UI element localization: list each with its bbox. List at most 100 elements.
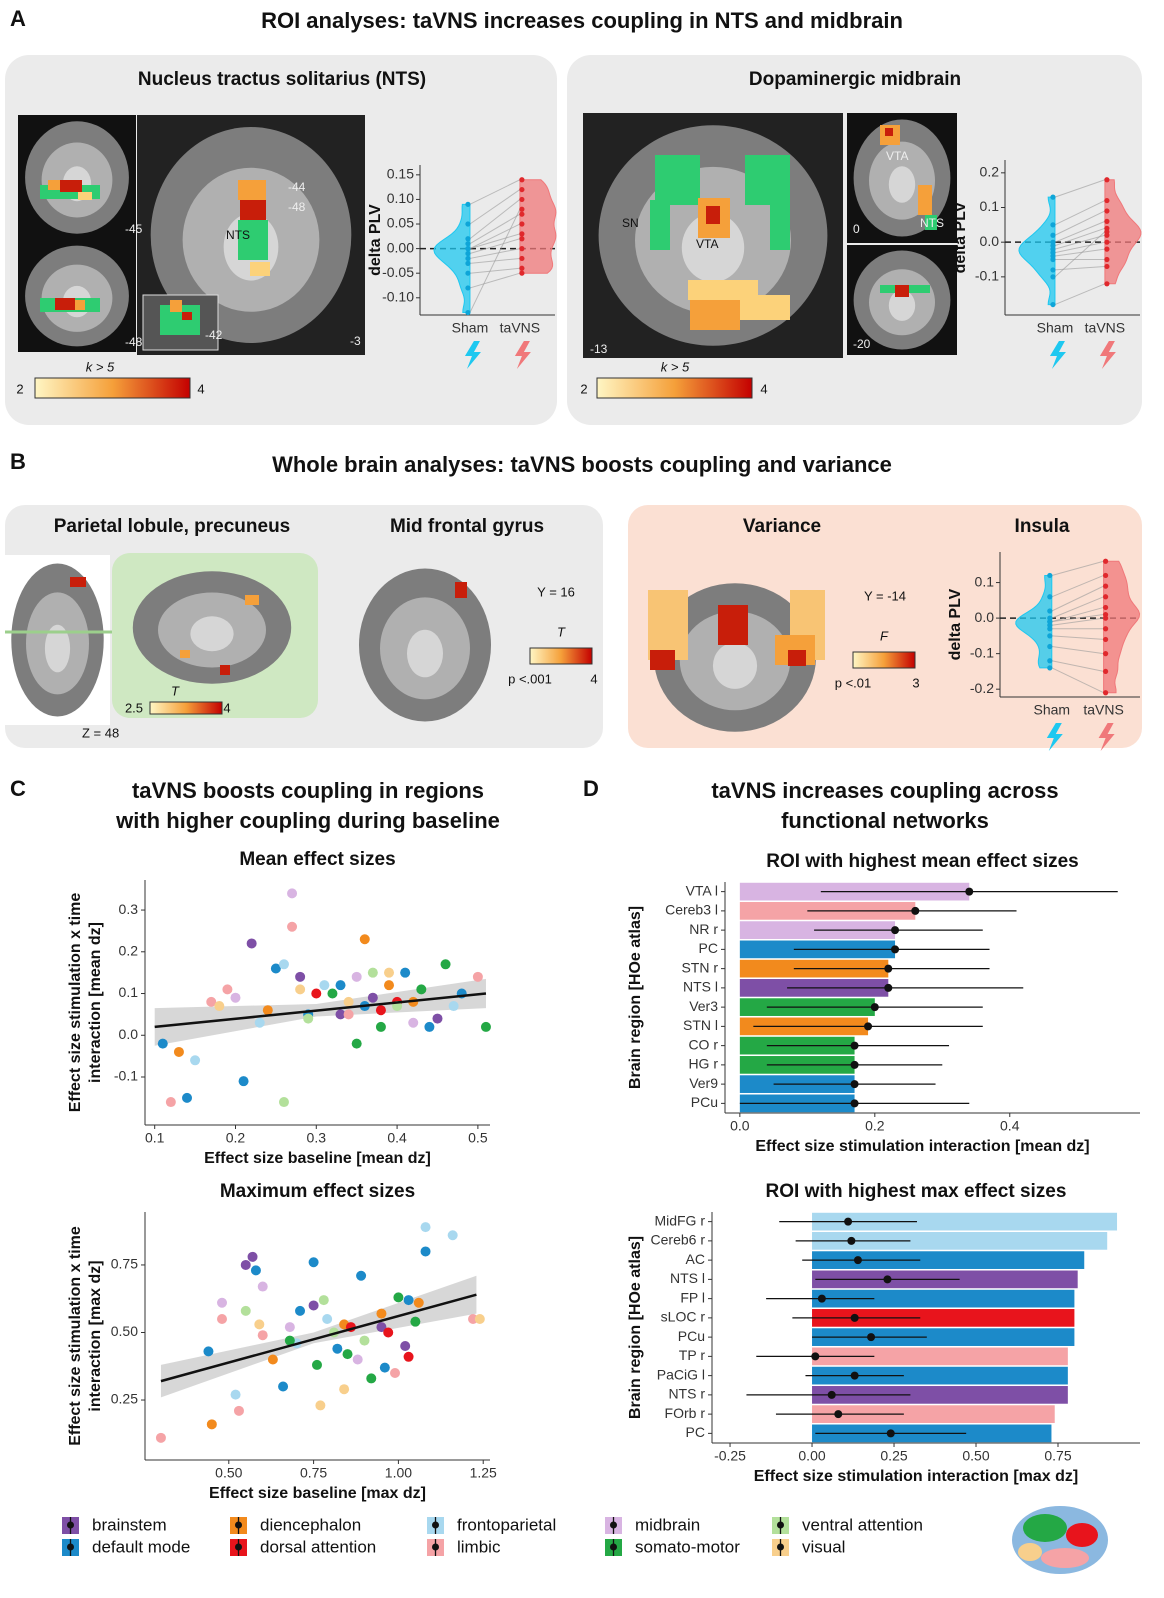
data-point [413, 1297, 424, 1308]
image-label: -45 [125, 222, 143, 236]
data-point [1047, 643, 1053, 650]
paired-line [1054, 234, 1106, 250]
image-label: -48 [125, 335, 143, 349]
data-point [472, 971, 483, 982]
paired-line [1054, 283, 1106, 306]
image-label: -3 [350, 334, 361, 348]
data-point [339, 1384, 350, 1395]
paired-line [1051, 574, 1104, 598]
data-point [1104, 246, 1110, 252]
mean-point [891, 945, 900, 954]
data-point [519, 211, 525, 217]
data-point [230, 1389, 241, 1400]
activation [48, 180, 60, 190]
data-point [1047, 608, 1053, 614]
legend-label: visual [802, 1537, 845, 1556]
data-point [1104, 218, 1110, 224]
subpanel-title: Parietal lobule, precuneus [54, 516, 291, 537]
paired-line [1054, 220, 1106, 243]
paired-line [1051, 614, 1104, 623]
bar [812, 1405, 1055, 1423]
paired-line [1054, 227, 1106, 247]
data-point [465, 236, 471, 242]
legend-key [67, 1521, 74, 1529]
data-point [295, 1305, 306, 1316]
colorbar-max: 4 [223, 700, 230, 715]
data-point [390, 1368, 401, 1379]
data-point [1050, 256, 1056, 263]
colorbar [34, 377, 191, 399]
paired-line [1051, 635, 1104, 640]
violin [1104, 179, 1142, 285]
mean-point [850, 1371, 859, 1380]
data-point [284, 1322, 295, 1333]
colorbar-label: T [557, 624, 566, 639]
activation [220, 665, 230, 675]
data-point [182, 1092, 193, 1103]
data-point [410, 1316, 421, 1327]
y-tick-label: HG r [688, 1056, 718, 1072]
data-point [165, 1097, 176, 1108]
data-point [1047, 626, 1053, 632]
y-tick-label: 0.15 [387, 166, 414, 182]
data-point [1050, 274, 1056, 280]
paired-line [469, 267, 520, 274]
data-point [375, 1021, 386, 1032]
y-tick-label: 0.1 [975, 573, 995, 589]
data-point [1047, 622, 1053, 628]
y-tick-label: 0.50 [111, 1323, 138, 1339]
data-point [1104, 281, 1110, 287]
data-point [1047, 619, 1053, 625]
confidence-band [154, 978, 486, 1046]
legend-key [67, 1543, 74, 1551]
stimulation-icon [464, 341, 481, 369]
image-label: -48 [288, 200, 306, 214]
data-point [238, 1076, 249, 1087]
panel-title: ROI analyses: taVNS increases coupling i… [261, 8, 903, 33]
y-tick-label: -0.10 [382, 288, 414, 304]
y-tick-label: 0.1 [980, 198, 1000, 214]
data-point [1103, 615, 1109, 621]
data-point [440, 959, 451, 970]
data-point [311, 988, 322, 999]
mean-point [884, 983, 893, 992]
stimulation-icon [1046, 723, 1063, 751]
data-point [308, 1257, 319, 1268]
data-point [1103, 558, 1109, 564]
paired-line [1051, 646, 1104, 655]
data-point [1047, 615, 1053, 621]
data-point [1103, 626, 1109, 632]
paired-line [469, 213, 521, 245]
data-point [1103, 604, 1109, 611]
y-axis-label: delta PLV [947, 588, 964, 660]
x-tick-label: 0.2 [865, 1118, 885, 1134]
data-point [359, 934, 370, 945]
data-point [1103, 572, 1109, 579]
data-point [287, 921, 298, 932]
data-point [1050, 194, 1056, 200]
activation [170, 300, 182, 312]
bar [812, 1251, 1085, 1269]
y-tick-label: STN r [681, 959, 718, 975]
confidence-band [160, 1275, 477, 1398]
data-point [519, 265, 525, 271]
data-point [1047, 594, 1053, 600]
bar [812, 1386, 1068, 1404]
x-tick-label: taVNS [1083, 702, 1123, 718]
y-tick-label: FOrb r [665, 1405, 706, 1421]
paired-line [1054, 179, 1106, 198]
subpanel-title: Nucleus tractus solitarius (NTS) [138, 69, 426, 90]
image-label: -44 [288, 180, 306, 194]
activation [180, 650, 190, 658]
y-tick-label: 0.1 [119, 984, 139, 1000]
activation [690, 300, 740, 330]
mean-point [884, 964, 893, 973]
activation [55, 298, 75, 310]
y-tick-label: AC [686, 1251, 705, 1267]
data-point [403, 1295, 414, 1306]
panel-title: Whole brain analyses: taVNS boosts coupl… [272, 452, 892, 477]
legend-key [777, 1543, 784, 1551]
y-tick-label: 0.10 [387, 190, 414, 206]
violin [1103, 560, 1141, 694]
paired-line [469, 272, 521, 289]
